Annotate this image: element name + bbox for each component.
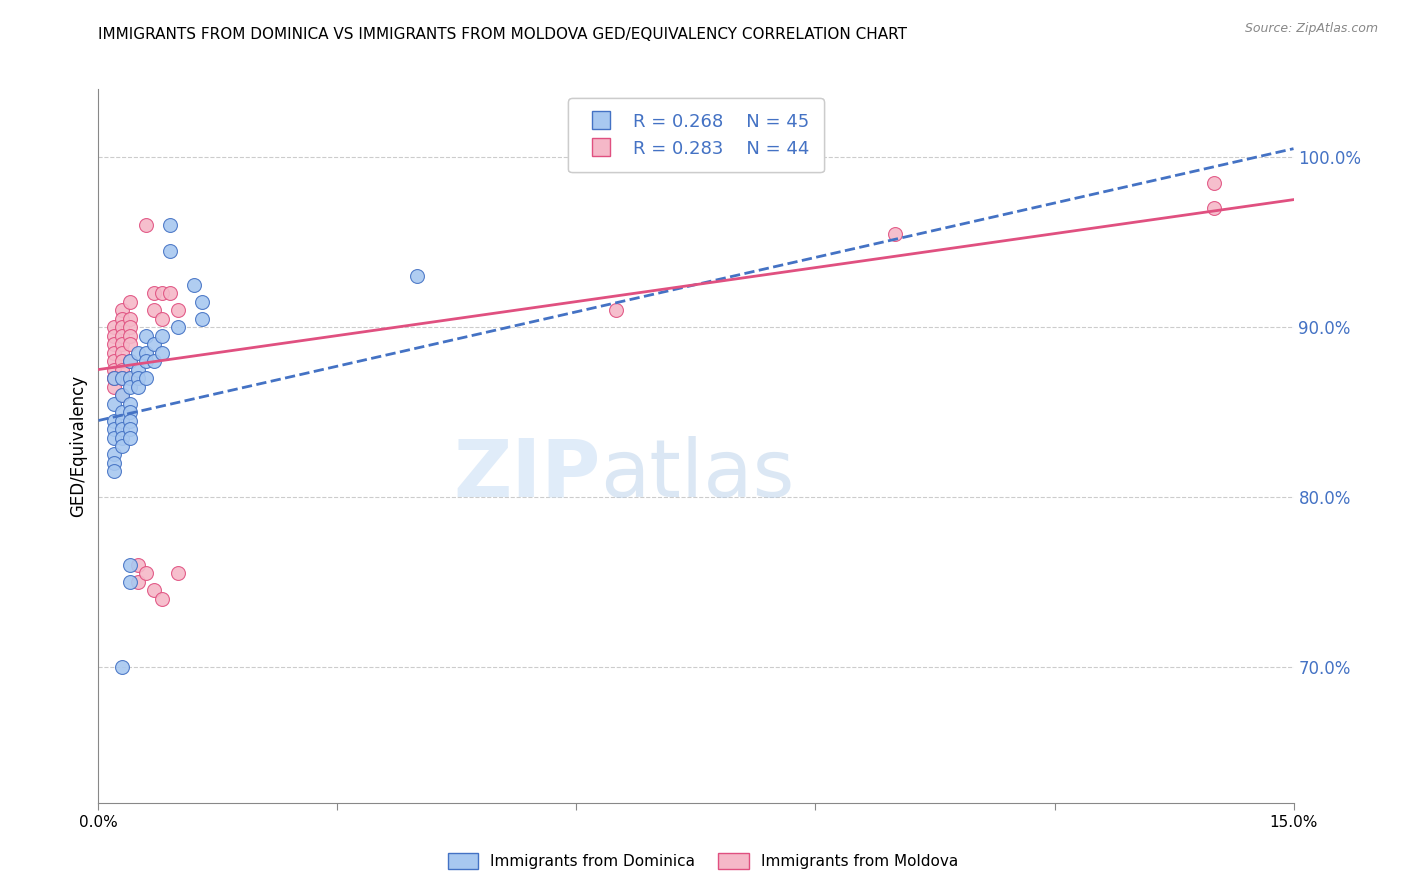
Point <box>103 413 125 427</box>
Point <box>111 660 134 674</box>
Point <box>103 371 125 385</box>
Point <box>120 422 142 436</box>
Point <box>120 294 142 309</box>
Point <box>103 456 125 470</box>
Point <box>120 405 142 419</box>
Point <box>120 320 142 334</box>
Point <box>111 371 134 385</box>
Point <box>120 558 142 572</box>
Point <box>111 388 134 402</box>
Legend: Immigrants from Dominica, Immigrants from Moldova: Immigrants from Dominica, Immigrants fro… <box>441 847 965 875</box>
Point <box>103 362 125 376</box>
Point <box>1202 201 1225 215</box>
Point <box>143 303 166 318</box>
Point <box>143 354 166 368</box>
Point <box>167 303 190 318</box>
Point <box>103 430 125 444</box>
Point <box>111 362 134 376</box>
Point <box>143 286 166 301</box>
Point <box>159 218 181 232</box>
Point <box>111 371 134 385</box>
Point <box>111 345 134 359</box>
Point <box>127 345 149 359</box>
Point <box>150 328 173 343</box>
Point <box>127 558 149 572</box>
Point <box>111 405 134 419</box>
Point <box>135 345 157 359</box>
Point <box>150 311 173 326</box>
Point <box>103 465 125 479</box>
Point <box>150 345 173 359</box>
Point <box>120 354 142 368</box>
Point <box>111 328 134 343</box>
Point <box>103 371 125 385</box>
Point <box>120 354 142 368</box>
Point <box>103 328 125 343</box>
Point <box>183 277 205 292</box>
Point <box>120 328 142 343</box>
Point <box>120 379 142 393</box>
Text: atlas: atlas <box>600 435 794 514</box>
Point <box>111 388 134 402</box>
Point <box>111 439 134 453</box>
Point <box>103 337 125 351</box>
Point <box>191 294 214 309</box>
Point <box>143 337 166 351</box>
Point <box>159 244 181 258</box>
Point <box>127 362 149 376</box>
Point <box>111 337 134 351</box>
Point <box>135 371 157 385</box>
Point <box>167 320 190 334</box>
Point <box>103 354 125 368</box>
Point <box>135 354 157 368</box>
Point <box>143 583 166 598</box>
Point <box>120 311 142 326</box>
Point <box>111 413 134 427</box>
Point <box>150 286 173 301</box>
Point <box>120 371 142 385</box>
Point <box>111 311 134 326</box>
Point <box>135 218 157 232</box>
Point <box>191 311 214 326</box>
Point <box>159 286 181 301</box>
Point <box>103 379 125 393</box>
Point <box>120 574 142 589</box>
Point <box>103 448 125 462</box>
Point <box>135 566 157 581</box>
Text: Source: ZipAtlas.com: Source: ZipAtlas.com <box>1244 22 1378 36</box>
Point <box>1202 176 1225 190</box>
Point <box>135 328 157 343</box>
Point <box>111 430 134 444</box>
Point <box>127 574 149 589</box>
Point <box>111 422 134 436</box>
Point <box>111 303 134 318</box>
Legend: R = 0.268    N = 45, R = 0.283    N = 44: R = 0.268 N = 45, R = 0.283 N = 44 <box>568 98 824 172</box>
Text: IMMIGRANTS FROM DOMINICA VS IMMIGRANTS FROM MOLDOVA GED/EQUIVALENCY CORRELATION : IMMIGRANTS FROM DOMINICA VS IMMIGRANTS F… <box>98 27 907 42</box>
Point <box>103 422 125 436</box>
Point <box>103 320 125 334</box>
Point <box>167 566 190 581</box>
Point <box>103 371 125 385</box>
Point <box>150 591 173 606</box>
Point <box>884 227 907 241</box>
Point <box>111 320 134 334</box>
Point <box>120 413 142 427</box>
Point <box>127 379 149 393</box>
Y-axis label: GED/Equivalency: GED/Equivalency <box>69 375 87 517</box>
Point <box>127 371 149 385</box>
Point <box>406 269 429 284</box>
Text: ZIP: ZIP <box>453 435 600 514</box>
Point <box>103 345 125 359</box>
Point <box>605 303 627 318</box>
Point <box>120 396 142 410</box>
Point <box>111 354 134 368</box>
Point <box>120 371 142 385</box>
Point <box>120 430 142 444</box>
Point <box>120 337 142 351</box>
Point <box>103 396 125 410</box>
